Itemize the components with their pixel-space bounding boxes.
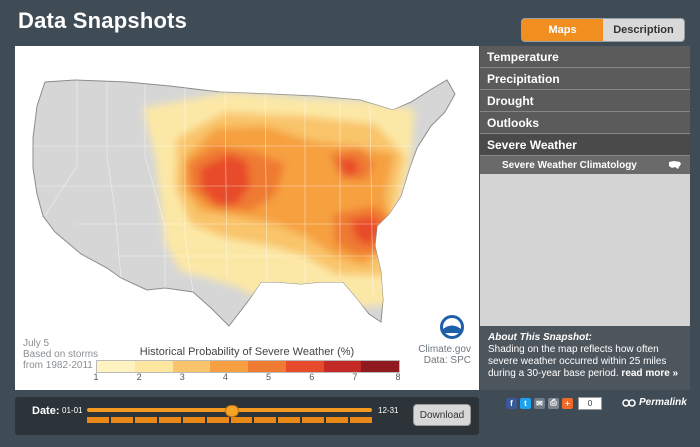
slider-tick — [278, 417, 301, 423]
tab-maps[interactable]: Maps — [522, 19, 603, 41]
legend-tick-label: 7 — [352, 372, 358, 382]
sidebar-item-drought[interactable]: Drought — [480, 90, 690, 112]
slider-tick — [350, 417, 373, 423]
header: Data Snapshots Maps Description — [0, 0, 700, 44]
view-tabs: Maps Description — [521, 18, 685, 42]
date-controls: Date: 01-01 12-31 Download — [15, 397, 479, 435]
map-date-note-line2: Based on storms — [23, 349, 99, 360]
legend-swatch — [248, 361, 286, 372]
legend-tick-label: 6 — [309, 372, 315, 382]
slider-tick — [87, 417, 109, 423]
slider-tick — [134, 417, 157, 423]
legend-title: Historical Probability of Severe Weather… — [139, 346, 355, 358]
link-icon — [622, 398, 636, 407]
noaa-logo — [438, 313, 466, 341]
slider-handle[interactable] — [225, 405, 240, 417]
slider-tick — [326, 417, 349, 423]
sidebar-item-outlooks[interactable]: Outlooks — [480, 112, 690, 134]
read-more-link[interactable]: read more » — [621, 368, 679, 379]
sidebar-item-precipitation[interactable]: Precipitation — [480, 68, 690, 90]
tab-description[interactable]: Description — [613, 24, 674, 36]
map-date: July 5 — [23, 338, 50, 349]
download-button[interactable]: Download — [413, 404, 471, 426]
legend-swatch — [323, 361, 362, 372]
slider-tick — [206, 417, 229, 423]
legend-tick-label: 5 — [266, 372, 272, 382]
about-heading: About This Snapshot: — [488, 332, 592, 343]
slider-tick — [110, 417, 133, 423]
slider-ticks — [87, 417, 373, 423]
legend-tick-label: 1 — [93, 372, 99, 382]
slider-tick — [254, 417, 277, 423]
legend-swatch — [210, 361, 248, 372]
page-title: Data Snapshots — [18, 8, 188, 33]
map-panel: July 5 Based on storms from 1982-2011 Hi… — [15, 46, 479, 390]
slider-tick — [182, 417, 205, 423]
sidebar-item-temperature[interactable]: Temperature — [480, 46, 690, 68]
print-icon[interactable]: ⎙ — [548, 397, 559, 409]
subitem-label: Severe Weather Climatology — [502, 159, 637, 171]
share-bar: f t ✉ ⎙ + 0 — [506, 396, 602, 410]
share-count: 0 — [578, 396, 602, 410]
facebook-icon[interactable]: f — [506, 397, 517, 409]
credit-line2: Data: SPC — [423, 355, 471, 366]
legend-tick-label: 8 — [395, 372, 401, 382]
date-start: 01-01 — [62, 406, 83, 415]
us-map-icon — [669, 161, 681, 169]
date-label: Date: — [32, 405, 60, 417]
add-share-icon[interactable]: + — [562, 397, 573, 409]
legend-ticks: 1 2 3 4 5 6 7 8 — [93, 372, 401, 382]
map-date-note-line3: from 1982-2011 — [23, 360, 93, 371]
us-map[interactable] — [15, 46, 479, 390]
legend-tick-label: 3 — [179, 372, 185, 382]
legend-swatch — [361, 361, 399, 372]
credit-line1: Climate.gov — [418, 344, 471, 355]
about-text: Shading on the map reflects how often se… — [488, 344, 667, 379]
permalink-link[interactable]: Permalink — [622, 397, 687, 408]
legend: Historical Probability of Severe Weather… — [93, 346, 401, 382]
permalink-label: Permalink — [639, 397, 687, 408]
category-sidebar: Temperature Precipitation Drought Outloo… — [480, 46, 690, 390]
map-credit: Climate.gov Data: SPC — [418, 344, 471, 366]
date-slider[interactable] — [87, 405, 373, 427]
legend-swatch — [285, 361, 324, 372]
email-icon[interactable]: ✉ — [534, 397, 545, 409]
slider-tick — [302, 417, 325, 423]
map-date-note: July 5 Based on storms from 1982-2011 — [23, 338, 98, 371]
sidebar-item-severe-weather[interactable]: Severe Weather — [480, 134, 690, 156]
about-panel: About This Snapshot: Shading on the map … — [480, 326, 690, 390]
legend-tick-label: 2 — [136, 372, 142, 382]
legend-tick-label: 4 — [222, 372, 228, 382]
legend-swatch — [172, 361, 211, 372]
date-end: 12-31 — [378, 406, 399, 415]
slider-tick — [230, 417, 253, 423]
legend-swatch — [134, 361, 173, 372]
legend-colorbar — [96, 360, 400, 373]
legend-swatch — [97, 361, 135, 372]
slider-tick — [158, 417, 181, 423]
twitter-icon[interactable]: t — [520, 397, 531, 409]
sidebar-subitem-severe-weather-climatology[interactable]: Severe Weather Climatology — [480, 156, 690, 174]
